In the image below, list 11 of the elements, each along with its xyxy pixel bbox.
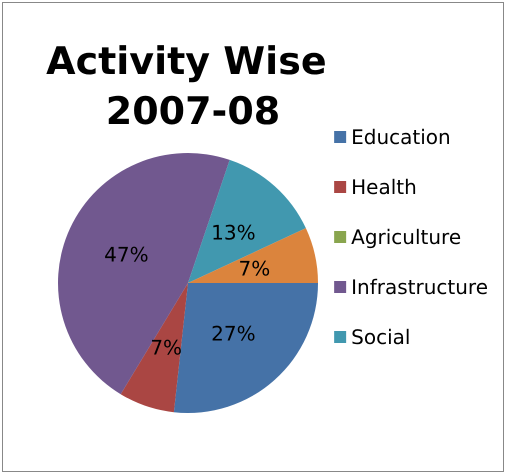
- legend-label: Education: [351, 125, 451, 149]
- chart-title: Activity Wise 2007-08: [46, 39, 340, 133]
- data-label: 13%: [211, 220, 256, 244]
- data-label: 27%: [211, 322, 256, 346]
- legend-label: Infrastructure: [351, 275, 488, 299]
- data-label: 7%: [238, 256, 270, 280]
- legend-label: Health: [351, 175, 417, 199]
- legend-label: Agriculture: [351, 225, 462, 249]
- data-label: 7%: [150, 335, 182, 360]
- data-label: 47%: [104, 242, 149, 266]
- legend-label: Social: [351, 325, 410, 349]
